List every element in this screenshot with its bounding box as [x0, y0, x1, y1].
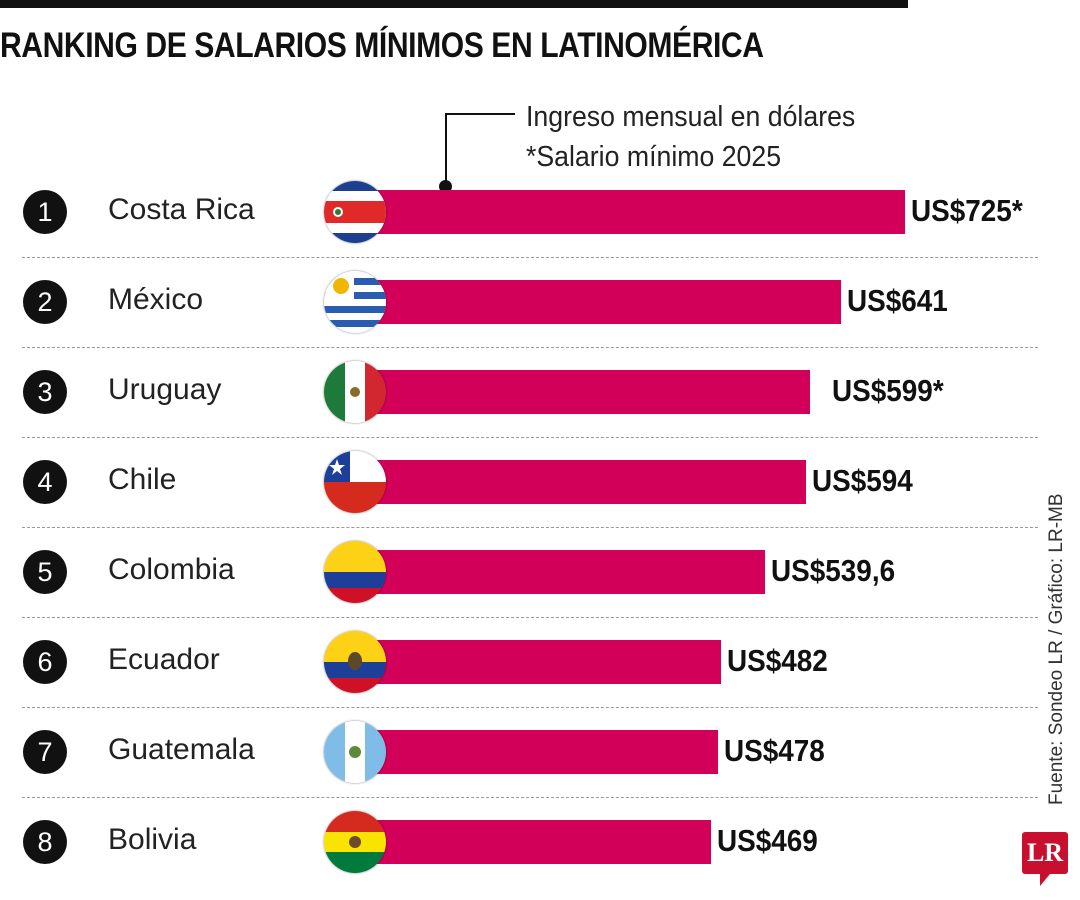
value-label: US$599*: [831, 373, 944, 408]
bolivia-flag-icon: [324, 811, 386, 873]
note-footnote: *Salario mínimo 2025: [526, 141, 782, 173]
value-label: US$469: [717, 823, 818, 858]
rank-badge: 6: [23, 640, 67, 684]
bar: [356, 370, 810, 414]
country-label: Costa Rica: [108, 193, 255, 226]
rank-badge: 8: [23, 820, 67, 864]
country-label: Ecuador: [108, 643, 220, 676]
bar-row: 2 México US$641: [0, 257, 1040, 347]
row-divider: [22, 527, 1038, 528]
bar-row: 3 Uruguay US$599*: [0, 347, 1040, 437]
bar-row: 1 Costa Rica US$725*: [0, 167, 1040, 257]
source-credit: Fuente: Sondeo LR / Gráfico: LR-MB: [1046, 493, 1067, 805]
rank-badge: 2: [23, 280, 67, 324]
leader-line-vertical: [445, 113, 447, 187]
row-divider: [22, 797, 1038, 798]
top-rule: [0, 0, 908, 8]
country-label: Chile: [108, 463, 177, 496]
bar-row: 8 Bolivia US$469: [0, 797, 1040, 887]
value-label: US$539,6: [770, 553, 895, 588]
rank-badge: 5: [23, 550, 67, 594]
mexico-flag-icon: [324, 361, 386, 423]
rank-badge: 3: [23, 370, 67, 414]
chile-flag-icon: [324, 451, 386, 513]
country-label: Guatemala: [108, 733, 255, 766]
value-label: US$482: [726, 643, 828, 678]
row-divider: [22, 347, 1038, 348]
colombia-flag-icon: [324, 541, 386, 603]
uruguay-flag-icon: [324, 271, 386, 333]
bar-row: 7 Guatemala US$478: [0, 707, 1040, 797]
bar: [356, 730, 718, 774]
note-unit: Ingreso mensual en dólares: [526, 101, 856, 133]
value-label: US$594: [811, 463, 913, 498]
value-label: US$641: [847, 283, 949, 318]
bar: [356, 460, 806, 504]
country-label: México: [108, 283, 204, 316]
bar: [356, 280, 842, 324]
value-label: US$478: [723, 733, 825, 768]
bar: [356, 190, 905, 234]
row-divider: [22, 257, 1038, 258]
leader-line: [445, 113, 515, 115]
bar-row: 5 Colombia US$539,6: [0, 527, 1040, 617]
bar-row: 6 Ecuador US$482: [0, 617, 1040, 707]
country-label: Bolivia: [108, 823, 197, 856]
country-label: Uruguay: [108, 373, 222, 406]
chart-title: RANKING DE SALARIOS MÍNIMOS EN LATINOMÉR…: [0, 26, 764, 65]
country-label: Colombia: [108, 553, 235, 586]
bar: [356, 640, 721, 684]
lr-logo: LR: [1022, 832, 1068, 886]
value-label: US$725*: [911, 193, 1023, 228]
row-divider: [22, 707, 1038, 708]
rank-badge: 7: [23, 730, 67, 774]
guatemala-flag-icon: [324, 721, 386, 783]
bar: [356, 820, 712, 864]
rank-badge: 4: [23, 460, 67, 504]
bar-row: 4 Chile US$594: [0, 437, 1040, 527]
ecuador-flag-icon: [324, 631, 386, 693]
costa-rica-flag-icon: [324, 181, 386, 243]
rank-badge: 1: [23, 190, 67, 234]
leader-dot: [439, 180, 452, 193]
row-divider: [22, 617, 1038, 618]
row-divider: [22, 437, 1038, 438]
bar: [356, 550, 765, 594]
chart-note: Ingreso mensual en dólares *Salario míni…: [526, 97, 855, 177]
